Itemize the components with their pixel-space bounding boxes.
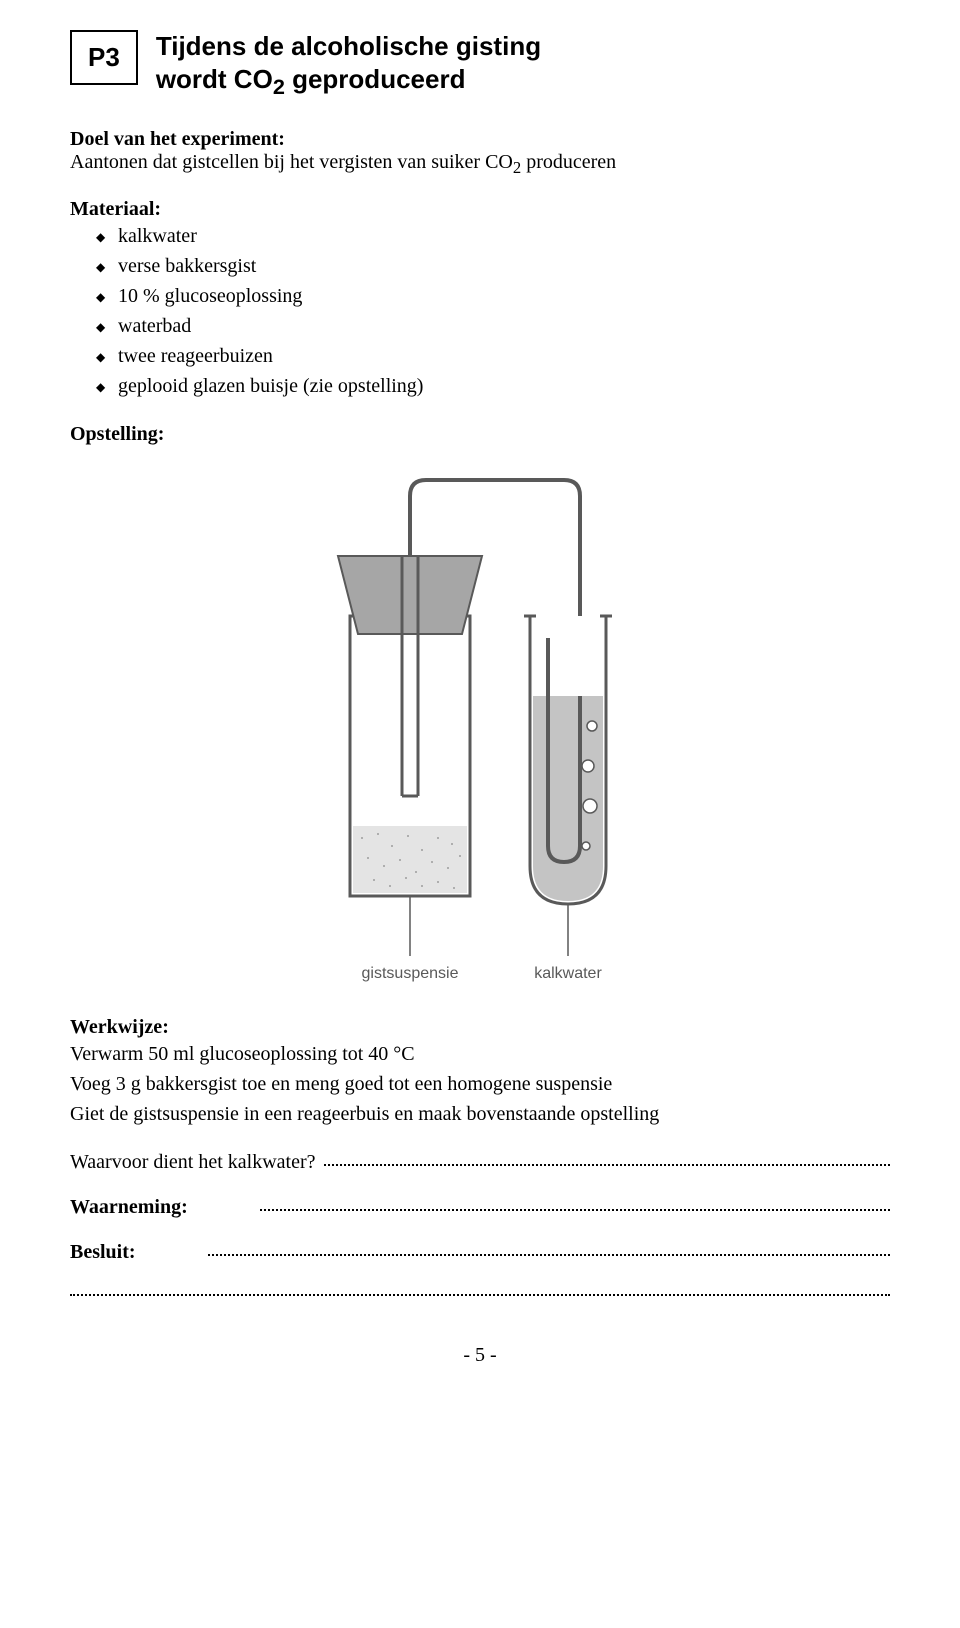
list-item: twee reageerbuizen	[96, 341, 890, 371]
page-tag: P3	[70, 30, 138, 85]
fill-line	[70, 1274, 890, 1296]
method-line: Voeg 3 g bakkersgist toe en meng goed to…	[70, 1069, 890, 1099]
conclusion-row: Besluit:	[70, 1241, 890, 1264]
setup-diagram: gistsuspensie kalkwater	[70, 466, 890, 1006]
title-line-2: wordt CO2 geproduceerd	[156, 63, 541, 100]
diagram-label-right: kalkwater	[534, 965, 602, 982]
setup-heading: Opstelling:	[70, 423, 890, 446]
list-item: kalkwater	[96, 221, 890, 251]
question-row: Waarvoor dient het kalkwater?	[70, 1151, 890, 1174]
method-line: Giet de gistsuspensie in een reageerbuis…	[70, 1099, 890, 1129]
goal-text: Aantonen dat gistcellen bij het vergiste…	[70, 151, 890, 178]
method-lines: Verwarm 50 ml glucoseoplossing tot 40 °C…	[70, 1039, 890, 1129]
fill-line	[260, 1195, 890, 1211]
fill-line	[324, 1150, 891, 1166]
list-item: verse bakkersgist	[96, 251, 890, 281]
title-line-1: Tijdens de alcoholische gisting	[156, 30, 541, 63]
list-item: geplooid glazen buisje (zie opstelling)	[96, 371, 890, 401]
method-heading: Werkwijze:	[70, 1016, 890, 1039]
list-item: 10 % glucoseoplossing	[96, 281, 890, 311]
list-item: waterbad	[96, 311, 890, 341]
materials-list: kalkwater verse bakkersgist 10 % glucose…	[70, 221, 890, 401]
fill-line	[208, 1240, 890, 1256]
page-title: Tijdens de alcoholische gisting wordt CO…	[156, 30, 541, 100]
question-text: Waarvoor dient het kalkwater?	[70, 1151, 316, 1174]
conclusion-label: Besluit:	[70, 1241, 136, 1264]
materials-heading: Materiaal:	[70, 198, 890, 221]
goal-heading: Doel van het experiment:	[70, 128, 890, 151]
observation-row: Waarneming:	[70, 1196, 890, 1219]
diagram-label-left: gistsuspensie	[362, 965, 459, 982]
method-line: Verwarm 50 ml glucoseoplossing tot 40 °C	[70, 1039, 890, 1069]
page-number: - 5 -	[70, 1344, 890, 1367]
observation-label: Waarneming:	[70, 1196, 188, 1219]
